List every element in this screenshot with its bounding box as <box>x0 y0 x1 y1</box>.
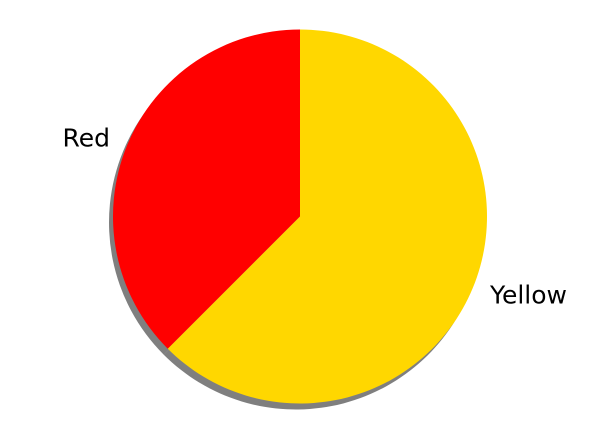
pie-slice-yellow <box>167 29 487 404</box>
pie-slice-red <box>112 29 301 349</box>
pie-label-red: Red <box>62 123 110 152</box>
pie-slices <box>112 29 487 404</box>
pie-labels: Red Yellow <box>62 123 567 309</box>
pie-label-yellow: Yellow <box>489 281 567 310</box>
